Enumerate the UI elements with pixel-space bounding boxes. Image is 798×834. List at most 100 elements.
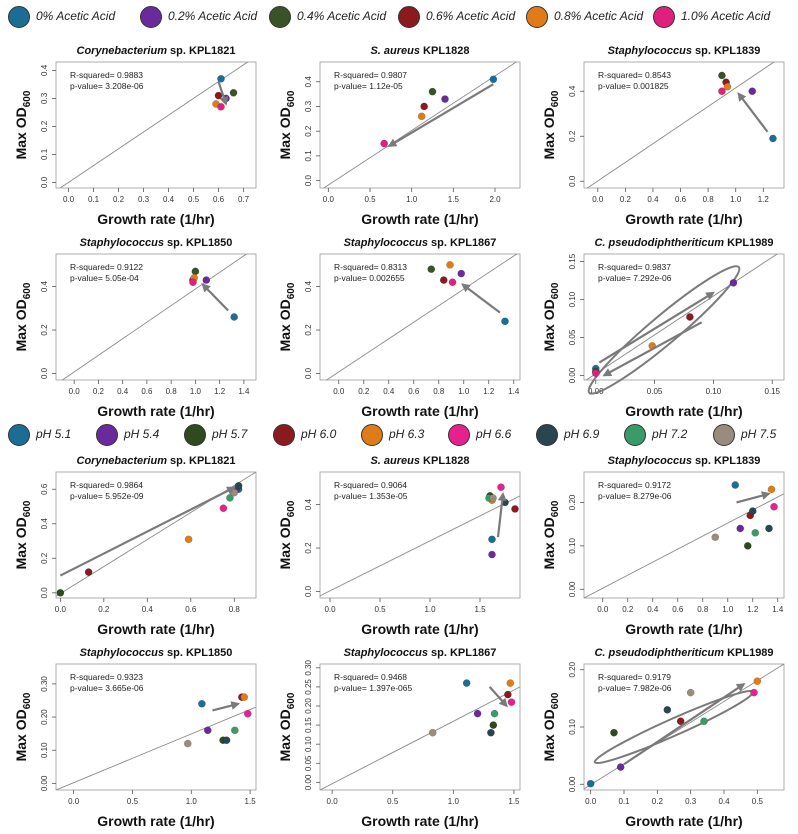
y-tick-label: 0.0 xyxy=(304,367,313,379)
y-tick-label: 0.2 xyxy=(304,324,313,336)
data-point xyxy=(488,535,496,544)
regression-line xyxy=(56,706,256,790)
y-tick-label: 0.00 xyxy=(40,775,49,791)
x-tick-label: 1.4 xyxy=(238,387,250,396)
plot-area xyxy=(319,663,521,791)
x-tick-label: 1.5 xyxy=(448,195,460,204)
scatter-chart: S. aureus KPL1828 0.0 0.5 1.0 1.5 0.0 0.2 0.4 Gr… xyxy=(277,455,521,637)
x-tick-label: 1.0 xyxy=(406,195,418,204)
chart-title: Staphylococcus sp. KPL1850 xyxy=(80,647,233,659)
x-tick-label: 1.0 xyxy=(458,387,470,396)
y-tick-label: 0.2 xyxy=(40,324,49,336)
x-tick-label: 0.0 xyxy=(592,195,604,204)
y-tick-label: 0.10 xyxy=(568,538,577,554)
legend-label: 0.8% Acetic Acid xyxy=(554,9,644,23)
data-point xyxy=(217,102,225,111)
data-point xyxy=(427,265,436,274)
legend-label: pH 5.4 xyxy=(124,427,160,441)
data-point xyxy=(184,535,193,544)
x-tick-label: 0.00 xyxy=(588,387,604,396)
x-tick-label: 0.2 xyxy=(358,387,370,396)
p-value-label: p-value= 0.002655 xyxy=(334,273,405,283)
data-point xyxy=(748,87,757,96)
legend-swatch xyxy=(653,6,675,28)
data-point xyxy=(700,717,708,726)
data-point xyxy=(753,677,762,686)
x-tick-label: 0.1 xyxy=(88,195,100,204)
data-point xyxy=(504,690,512,699)
data-point xyxy=(457,269,466,278)
legend-label: pH 6.3 xyxy=(389,427,425,441)
p-value-label: p-value= 1.12e-05 xyxy=(334,81,403,91)
chart-title: Corynebacterium sp. KPL1821 xyxy=(77,45,236,57)
x-axis-label: Growth rate (1/hr) xyxy=(361,621,478,637)
x-tick-label: 0.5 xyxy=(364,195,376,204)
x-axis-label: Growth rate (1/hr) xyxy=(625,403,742,419)
scatter-chart: C. pseudodiphtheriticum KPL1989 0.00 0.05 0… xyxy=(541,237,785,419)
data-point xyxy=(214,91,223,100)
plot-area xyxy=(583,61,785,189)
y-axis-label: Max OD600 xyxy=(13,500,33,569)
y-tick-label: 0.10 xyxy=(40,742,49,758)
data-point xyxy=(497,483,505,492)
regression-line xyxy=(585,254,778,380)
plot-area xyxy=(55,663,257,791)
y-tick-label: 0.30 xyxy=(304,659,313,675)
y-tick-label: 0.2 xyxy=(568,130,577,142)
data-point xyxy=(743,542,752,550)
r-squared-label: R-squared= 0.8313 xyxy=(334,262,407,272)
r-squared-label: R-squared= 0.9883 xyxy=(70,70,143,80)
chart-title: S. aureus KPL1828 xyxy=(370,455,469,467)
data-point xyxy=(56,588,65,597)
legend-label: 1.0% Acetic Acid xyxy=(681,9,771,23)
x-tick-label: 0.0 xyxy=(333,387,345,396)
x-tick-label: 0.0 xyxy=(55,605,67,614)
legend-label: pH 6.0 xyxy=(301,427,337,441)
x-tick-label: 0.0 xyxy=(324,605,336,614)
chart-title: S. aureus KPL1828 xyxy=(370,45,469,57)
r-squared-label: R-squared= 0.9179 xyxy=(598,672,671,682)
y-tick-label: 0.4 xyxy=(40,64,49,76)
data-point xyxy=(439,276,448,284)
data-point xyxy=(441,95,449,103)
chart-title: Staphylococcus sp. KPL1839 xyxy=(608,45,761,57)
y-tick-label: 0.0 xyxy=(304,174,313,186)
r-squared-label: R-squared= 0.9837 xyxy=(598,262,671,272)
data-point xyxy=(189,278,197,287)
trend-arrow xyxy=(212,701,241,712)
p-value-label: p-value= 7.982e-06 xyxy=(598,683,672,693)
trend-arrow xyxy=(598,291,715,364)
legend-ph: pH 5.1 pH 5.4 pH 5.7 pH 6.0 pH 6.3 pH 6.6 pH 6… xyxy=(0,418,798,454)
x-tick-label: 1.2 xyxy=(483,387,495,396)
legend-label: pH 5.7 xyxy=(212,427,248,441)
y-tick-label: 0.0 xyxy=(40,367,49,379)
x-tick-label: 0.4 xyxy=(647,605,659,614)
scatter-chart: Corynebacterium sp. KPL1821 0.0 0.1 0.2 0.3 0… xyxy=(13,45,257,227)
data-point xyxy=(203,726,212,735)
x-axis-label: Growth rate (1/hr) xyxy=(625,211,742,227)
legend-label: 0.6% Acetic Acid xyxy=(426,9,516,23)
x-tick-label: 0.15 xyxy=(764,387,780,396)
data-point xyxy=(84,568,93,576)
y-tick-label: 0.2 xyxy=(40,552,49,564)
legend-swatch xyxy=(184,424,206,446)
legend-swatch xyxy=(361,424,383,446)
data-point xyxy=(489,75,498,84)
data-point xyxy=(676,717,685,726)
trend-arrow xyxy=(737,92,769,133)
scatter-chart: C. pseudodiphtheriticum KPL1989 0.0 0.1 0.2… xyxy=(541,647,785,829)
x-tick-label: 0.5 xyxy=(127,797,139,806)
x-tick-label: 1.0 xyxy=(722,605,734,614)
data-point xyxy=(748,507,757,515)
legend-swatch xyxy=(713,424,735,446)
scatter-chart: Corynebacterium sp. KPL1821 0.0 0.2 0.4 0.6 0… xyxy=(13,455,257,637)
data-point xyxy=(448,278,457,287)
legend-swatch xyxy=(536,424,558,446)
x-tick-label: 0.5 xyxy=(374,605,386,614)
data-point xyxy=(718,71,726,80)
x-tick-label: 1.2 xyxy=(214,387,226,396)
p-value-label: p-value= 7.292e-06 xyxy=(598,273,672,283)
y-tick-label: 0.00 xyxy=(568,367,577,383)
scatter-chart: Staphylococcus sp. KPL1867 0.0 0.5 1.0 1.5 0.… xyxy=(277,647,521,829)
y-tick-label: 0.15 xyxy=(568,253,577,269)
